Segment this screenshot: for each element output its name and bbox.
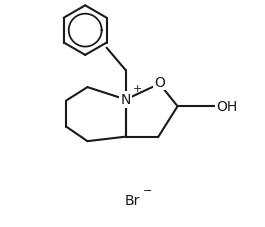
Text: N: N: [121, 93, 131, 107]
Text: Br: Br: [125, 193, 140, 207]
Text: −: −: [143, 185, 153, 195]
Text: OH: OH: [216, 100, 237, 114]
Text: +: +: [132, 84, 142, 94]
Text: O: O: [154, 76, 165, 89]
